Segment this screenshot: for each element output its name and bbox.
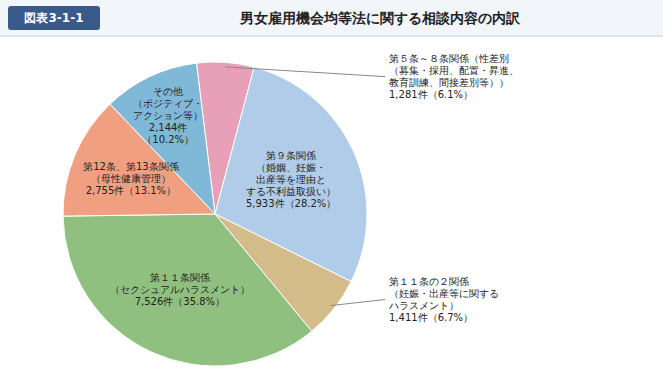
title: 男女雇用機会均等法に関する相談内容の内訳 — [239, 10, 521, 26]
header-rule — [0, 36, 663, 37]
header: 図表3-1-1 男女雇用機会均等法に関する相談内容の内訳 — [0, 0, 663, 36]
data-label: 1,281件（6.1%） — [389, 89, 473, 100]
leader-line — [225, 67, 385, 77]
labels: 第５条～８条関係（性差別（募集・採用、配置・昇進、教育訓練、間接差別等））1,2… — [83, 53, 519, 323]
data-label: 1,411件（6.7%） — [389, 312, 473, 323]
background — [0, 0, 663, 380]
pie-slice — [63, 214, 312, 366]
slice-label: 第９条関係（婚姻、妊娠・出産等を理由とする不利益取扱い） — [246, 150, 336, 197]
data-label: 2,144件（10.2%） — [142, 122, 194, 145]
subtitle: 図表3-1-1 — [24, 11, 83, 25]
pie — [63, 62, 367, 366]
header-band — [0, 0, 663, 36]
leader-line — [331, 300, 385, 306]
slice-label: 第５条～８条関係（性差別（募集・採用、配置・昇進、教育訓練、間接差別等）） — [389, 53, 519, 88]
data-label: 2,755件（13.1%） — [86, 185, 176, 196]
slice-label: その他（ポジティブ・アクション等） — [133, 86, 203, 121]
subtitle-badge — [8, 6, 100, 30]
data-label: 7,526件（35.8%） — [135, 296, 225, 307]
slice-label: 第12条、第13条関係（母性健康管理） — [83, 161, 178, 184]
slice-label: 第１１条の２関係（妊娠・出産等に関するハラスメント） — [388, 276, 499, 311]
data-label: 5,933件（28.2%） — [246, 198, 336, 209]
chart: 図表3-1-1 男女雇用機会均等法に関する相談内容の内訳第５条～８条関係（性差別（… — [0, 0, 663, 380]
slice-label: 第１１条関係（セクシュアルハラスメント） — [110, 272, 250, 295]
